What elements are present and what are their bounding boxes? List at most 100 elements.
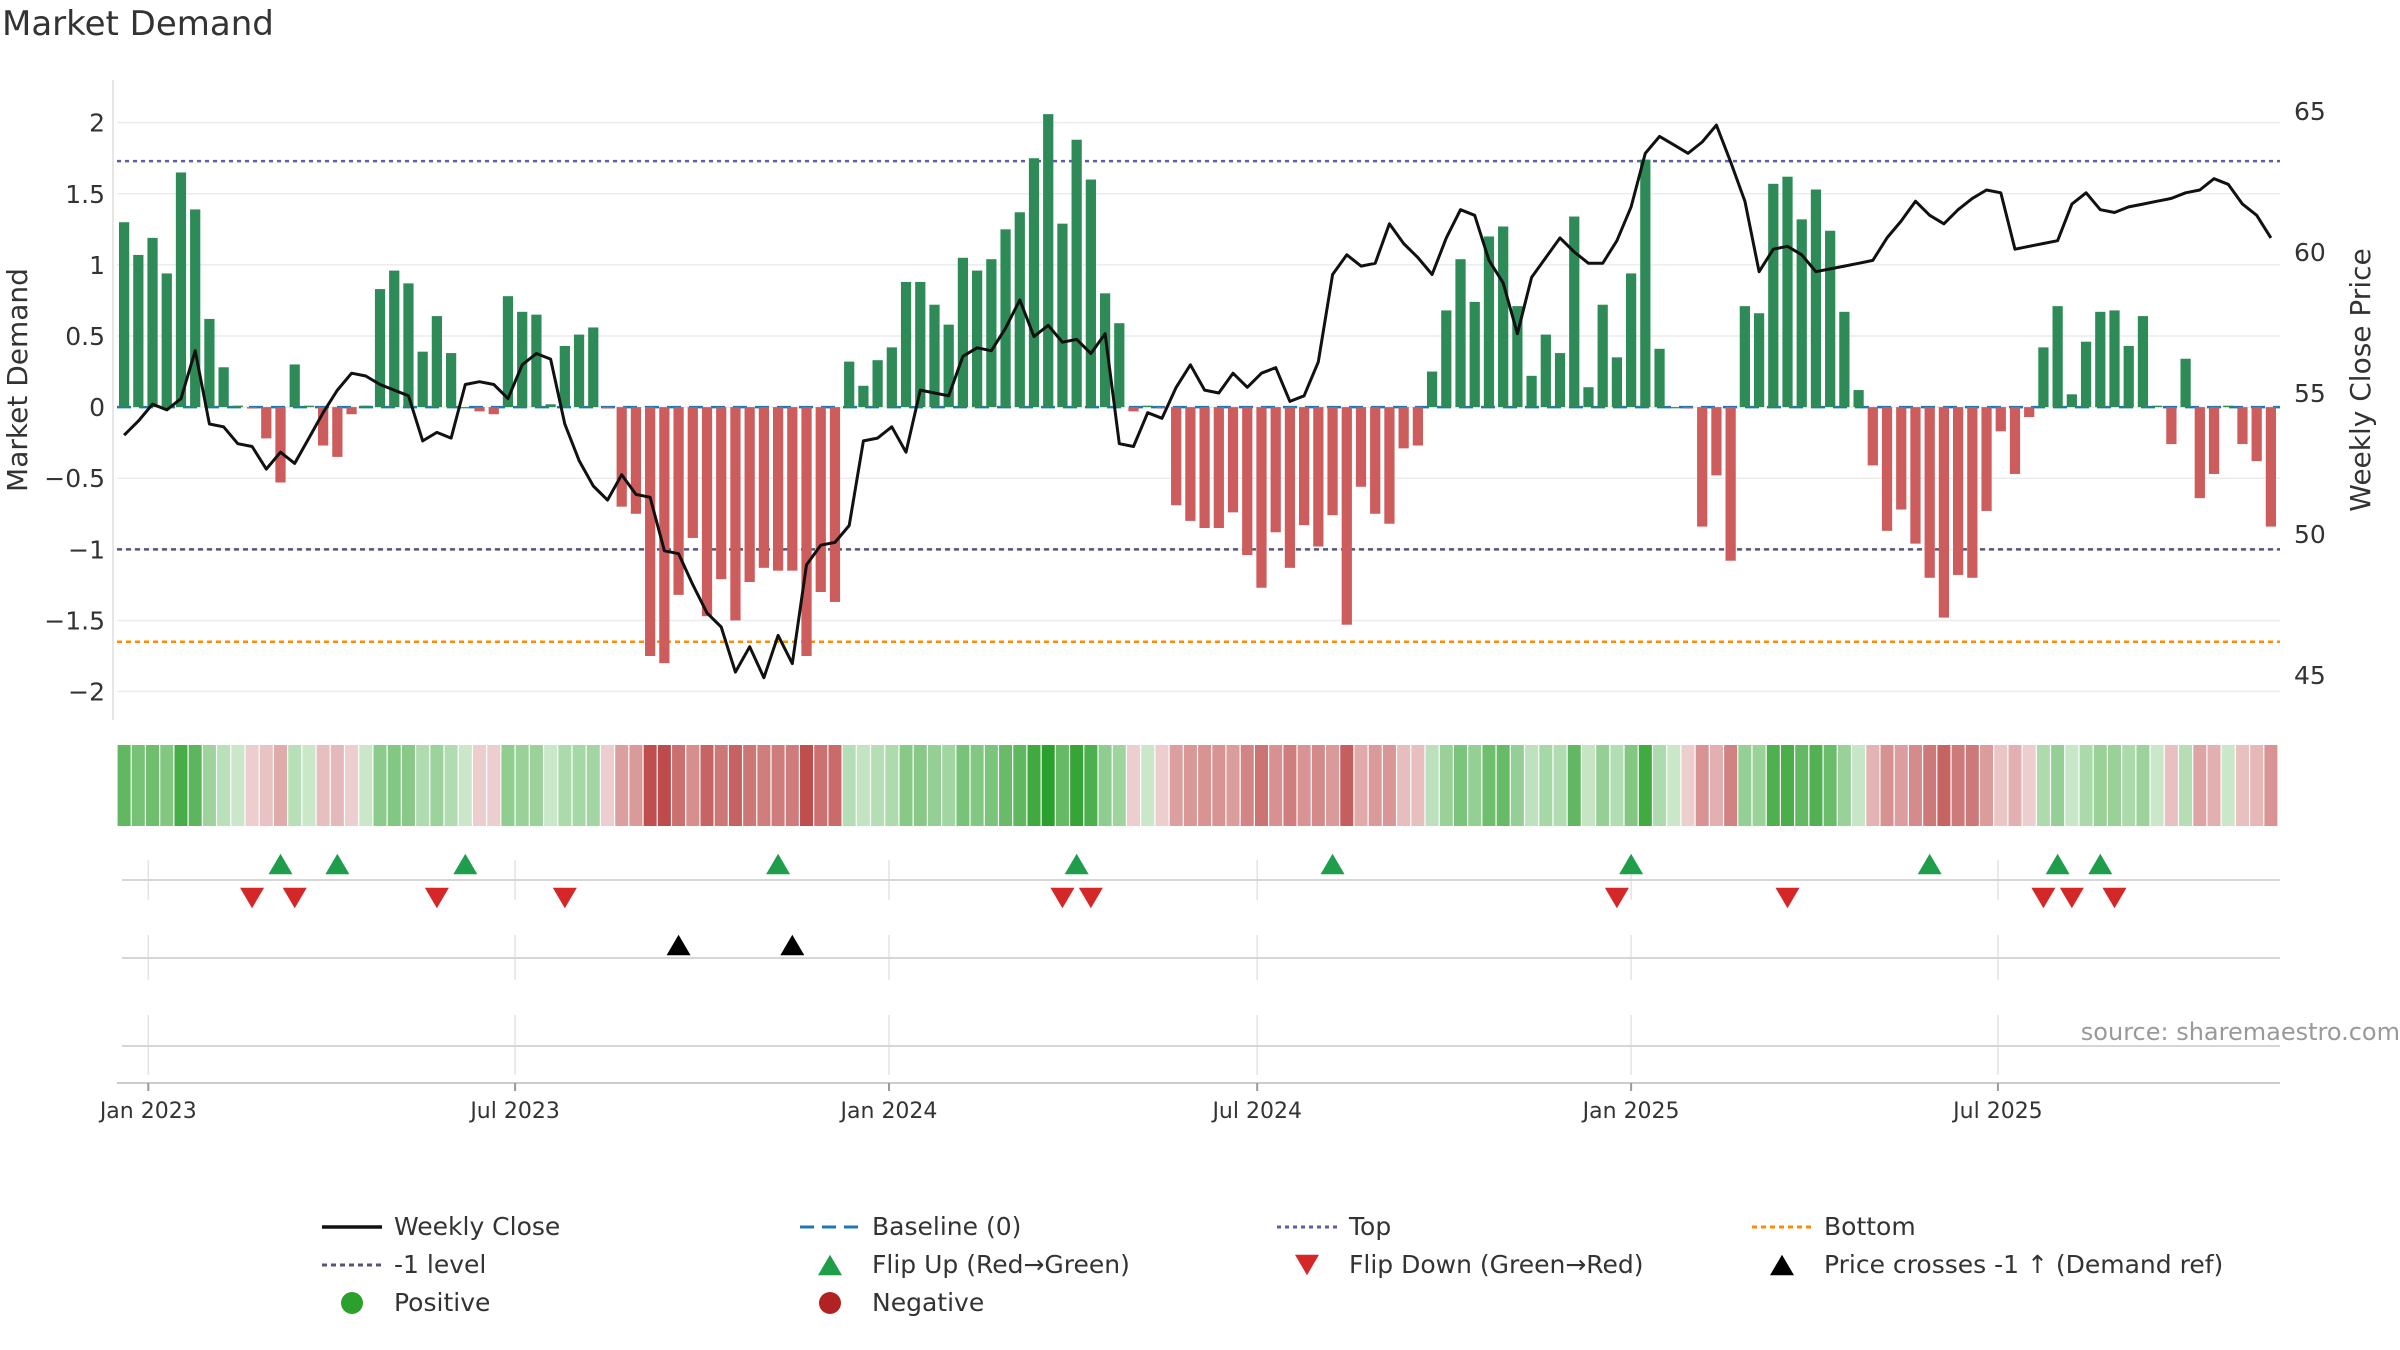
strip-cell bbox=[2179, 745, 2193, 826]
strip-cell bbox=[231, 745, 245, 826]
demand-bar bbox=[1284, 407, 1296, 568]
flip-down-marker bbox=[1604, 887, 1629, 909]
strip-cell bbox=[1141, 745, 1155, 826]
strip-cell bbox=[2164, 745, 2178, 826]
demand-bar bbox=[1071, 139, 1082, 408]
demand-bar bbox=[900, 281, 912, 408]
strip-cell bbox=[586, 745, 600, 826]
demand-bar bbox=[2194, 407, 2205, 499]
strip-cell bbox=[1937, 745, 1951, 826]
strip-cell bbox=[757, 745, 771, 826]
strip-cell bbox=[771, 745, 785, 826]
legend-label: Price crosses -1 ↑ (Demand ref) bbox=[1824, 1250, 2223, 1279]
strip-cell bbox=[714, 745, 728, 826]
strip-cell bbox=[1269, 745, 1283, 826]
strip-cell bbox=[1795, 745, 1809, 826]
demand-bar bbox=[1753, 313, 1765, 408]
demand-bar bbox=[1569, 216, 1580, 408]
flip-up-marker bbox=[1619, 853, 1644, 875]
demand-bar bbox=[1000, 229, 1011, 408]
demand-bar bbox=[915, 281, 926, 408]
demand-bar bbox=[2123, 345, 2134, 408]
y-tick-label: −0.5 bbox=[44, 464, 105, 493]
demand-bar bbox=[1626, 273, 1637, 408]
strip-cell bbox=[1183, 745, 1197, 826]
strip-cell bbox=[1567, 745, 1581, 826]
demand-bar bbox=[147, 237, 158, 408]
strip-cell bbox=[1880, 745, 1894, 826]
demand-bar bbox=[872, 360, 883, 408]
demand-bar bbox=[645, 407, 656, 656]
strip-cell bbox=[1368, 745, 1382, 826]
strip-cell bbox=[1681, 745, 1695, 826]
strip-cell bbox=[942, 745, 956, 826]
legend-label: Flip Down (Green→Red) bbox=[1349, 1250, 1644, 1279]
demand-bar bbox=[360, 405, 371, 408]
strip-cell bbox=[1439, 745, 1453, 826]
demand-bar bbox=[332, 407, 343, 457]
strip-cell bbox=[1041, 745, 1055, 826]
strip-cell bbox=[913, 745, 927, 826]
demand-bar bbox=[630, 407, 642, 514]
strip-cell bbox=[2122, 745, 2136, 826]
strip-cell bbox=[1980, 745, 1994, 826]
strip-cell bbox=[345, 745, 359, 826]
demand-bar bbox=[204, 318, 215, 408]
strip-cell bbox=[1837, 745, 1851, 826]
legend-flip-up-icon bbox=[818, 1254, 842, 1276]
demand-bar bbox=[687, 407, 698, 538]
demand-bar bbox=[744, 407, 755, 583]
demand-bar bbox=[389, 270, 400, 408]
time-axis: Jan 2023 Jul 2023 Jan 2024 Jul 2024 Jan 2025… bbox=[98, 1082, 2280, 1124]
demand-bar bbox=[460, 407, 471, 409]
demand-bar bbox=[758, 407, 769, 568]
demand-bar bbox=[1412, 407, 1423, 446]
reference-lines bbox=[117, 159, 2280, 644]
legend-flip-down-icon bbox=[1295, 1254, 1319, 1276]
source-credit: source: sharemaestro.com bbox=[2080, 1018, 2400, 1046]
flip-up-marker bbox=[1917, 853, 1942, 875]
strip-cell bbox=[1098, 745, 1112, 826]
demand-bar bbox=[2166, 407, 2177, 445]
demand-bar bbox=[318, 407, 329, 446]
demand-bar bbox=[1327, 407, 1338, 516]
demand-bar bbox=[1142, 405, 1153, 408]
demand-bar bbox=[772, 407, 784, 571]
strip-cell bbox=[1752, 745, 1766, 826]
demand-bar bbox=[232, 405, 243, 408]
strip-cell bbox=[146, 745, 160, 826]
demand-bar bbox=[1867, 407, 1878, 466]
demand-bar bbox=[1640, 159, 1651, 408]
strip-cell bbox=[1553, 745, 1567, 826]
demand-ref-marker bbox=[666, 934, 691, 956]
strip-cell bbox=[273, 745, 288, 826]
strip-cell bbox=[1852, 745, 1866, 826]
strip-cell bbox=[1013, 745, 1027, 826]
demand-bar bbox=[289, 364, 300, 408]
strip-cell bbox=[1965, 745, 1979, 826]
demand-bar bbox=[1952, 407, 1964, 575]
strip-cell bbox=[117, 745, 131, 826]
flip-up-marker bbox=[268, 853, 293, 875]
demand-bar bbox=[829, 407, 841, 602]
legend-label: Top bbox=[1348, 1212, 1391, 1241]
demand-bar bbox=[1654, 348, 1665, 408]
demand-bar bbox=[1483, 236, 1495, 408]
demand-bar bbox=[1682, 407, 1694, 409]
strip-cell bbox=[2036, 745, 2050, 826]
strip-cell bbox=[1240, 745, 1254, 826]
demand-bar bbox=[2152, 405, 2163, 408]
demand-bar bbox=[2137, 316, 2149, 408]
y2-tick-label: 45 bbox=[2294, 661, 2326, 690]
strip-cell bbox=[473, 745, 487, 826]
flip-down-marker bbox=[2059, 887, 2084, 909]
strip-cell bbox=[373, 745, 387, 826]
flip-down-marker bbox=[240, 887, 265, 909]
legend-negative-dot bbox=[819, 1292, 841, 1314]
strip-cell bbox=[1283, 745, 1297, 826]
strip-cell bbox=[2264, 745, 2278, 826]
flip-up-marker bbox=[1064, 853, 1089, 875]
strip-cell bbox=[2221, 745, 2235, 826]
strip-cell bbox=[1781, 745, 1795, 826]
